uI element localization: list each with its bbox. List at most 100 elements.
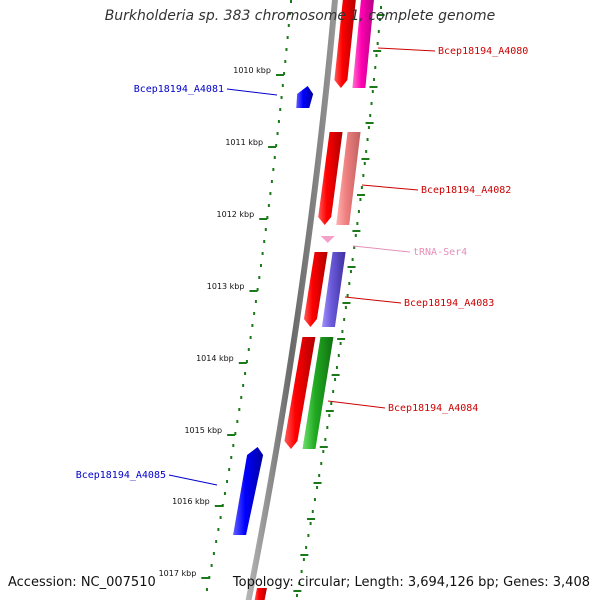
track-dot: [378, 18, 381, 21]
gene-bcep18194-a4080[interactable]: [334, 0, 357, 88]
tick-label: 1011 kbp: [225, 138, 263, 147]
track-dot: [240, 396, 243, 399]
track-dot: [223, 492, 226, 495]
gene-label[interactable]: Bcep18194_A4083: [404, 298, 494, 309]
topology-text: Topology: circular; Length: 3,694,126 bp…: [232, 575, 590, 590]
gene-label[interactable]: Bcep18194_A4084: [388, 403, 478, 414]
track-dot: [254, 300, 257, 303]
track-dot: [371, 90, 374, 93]
gene-trna-ser4[interactable]: [320, 236, 335, 243]
track-dot: [311, 510, 314, 513]
track-dot: [300, 570, 303, 573]
track-dot: [236, 420, 239, 423]
gene-label[interactable]: tRNA-Ser4: [413, 247, 467, 258]
gene-bcep18194-a4084-partner[interactable]: [302, 337, 334, 449]
track-dot: [370, 102, 373, 105]
track-dot: [365, 150, 368, 153]
track-dot: [369, 114, 372, 117]
gene-features: [233, 0, 375, 600]
gene-label[interactable]: Bcep18194_A4085: [76, 470, 166, 481]
track-dot: [281, 84, 284, 87]
tick-label: 1014 kbp: [196, 354, 234, 363]
track-dot: [375, 54, 378, 57]
track-dot: [290, 0, 292, 3]
track-dot: [279, 108, 282, 111]
track-dot: [359, 198, 362, 201]
scale-ticks: 1010 kbp 1011 kbp 1012 kbp 1013 kbp 1014 kbp…: [159, 14, 385, 592]
gene-bcep18194-a4083-partner[interactable]: [321, 252, 346, 327]
track-dot: [280, 96, 283, 99]
track-dot: [230, 456, 233, 459]
chromosome-backbone: [244, 0, 338, 605]
track-dot: [264, 228, 267, 231]
gene-bcep18194-a4080-partner[interactable]: [352, 0, 375, 88]
tick-label: 1013 kbp: [207, 282, 245, 291]
track-dot: [242, 384, 245, 387]
gene-bcep18194-a4082-partner[interactable]: [336, 132, 361, 225]
label-leader-line: [352, 245, 411, 253]
track-dot: [275, 144, 278, 147]
track-dot: [251, 324, 254, 327]
gene-bcep18194-a4084[interactable]: [284, 337, 316, 449]
gene-bcep18194-a4081[interactable]: [296, 86, 314, 108]
label-leader-line: [226, 88, 278, 96]
track-dot: [373, 78, 376, 81]
track-dot: [215, 540, 218, 543]
gene-bcep18194-a4082[interactable]: [318, 132, 343, 225]
track-dot: [259, 264, 262, 267]
label-leader-line: [377, 47, 436, 52]
track-dot: [334, 378, 337, 381]
track-dot: [238, 408, 241, 411]
track-dot: [245, 360, 248, 363]
track-dot: [283, 72, 286, 75]
track-dot: [349, 270, 352, 273]
track-dot: [277, 120, 280, 123]
track-dot: [309, 522, 312, 525]
track-dot: [272, 168, 275, 171]
track-dot: [353, 246, 356, 249]
track-dot: [298, 582, 301, 585]
label-leader-line: [361, 184, 419, 191]
track-dot: [335, 366, 338, 369]
track-dot: [210, 564, 213, 567]
track-dot: [380, 6, 382, 9]
track-dot: [305, 546, 308, 549]
track-dot: [232, 444, 235, 447]
track-dot: [363, 162, 366, 165]
gene-label[interactable]: Bcep18194_A4080: [438, 46, 528, 57]
track-dot: [360, 186, 363, 189]
track-dot: [205, 588, 208, 591]
gene-partial-bottom[interactable]: [254, 588, 267, 600]
track-dot: [332, 390, 335, 393]
label-leader-line: [344, 296, 402, 304]
track-dot: [244, 372, 247, 375]
track-dot: [276, 132, 279, 135]
tick-label: 1017 kbp: [159, 569, 197, 578]
track-dot: [367, 126, 370, 129]
track-dot: [316, 486, 319, 489]
label-leader-line: [168, 474, 218, 486]
track-dot: [356, 222, 359, 225]
track-dot: [357, 210, 360, 213]
gene-bcep18194-a4083[interactable]: [303, 252, 328, 327]
dotted-track-lines: [203, 0, 382, 603]
track-dot: [261, 252, 264, 255]
track-dot: [366, 138, 369, 141]
gene-bcep18194-a4085[interactable]: [233, 447, 264, 535]
label-leader-line: [327, 400, 386, 409]
track-dot: [377, 30, 380, 33]
track-dot: [295, 594, 298, 597]
track-dot: [339, 342, 342, 345]
track-dot: [328, 414, 331, 417]
track-dot: [219, 516, 222, 519]
track-dot: [348, 282, 351, 285]
gene-label[interactable]: Bcep18194_A4082: [421, 185, 511, 196]
track-dot: [320, 462, 323, 465]
track-dot: [324, 438, 327, 441]
gene-label[interactable]: Bcep18194_A4081: [134, 84, 224, 95]
track-dot: [228, 468, 231, 471]
track-dot: [249, 336, 252, 339]
tick-label: 1015 kbp: [184, 426, 222, 435]
